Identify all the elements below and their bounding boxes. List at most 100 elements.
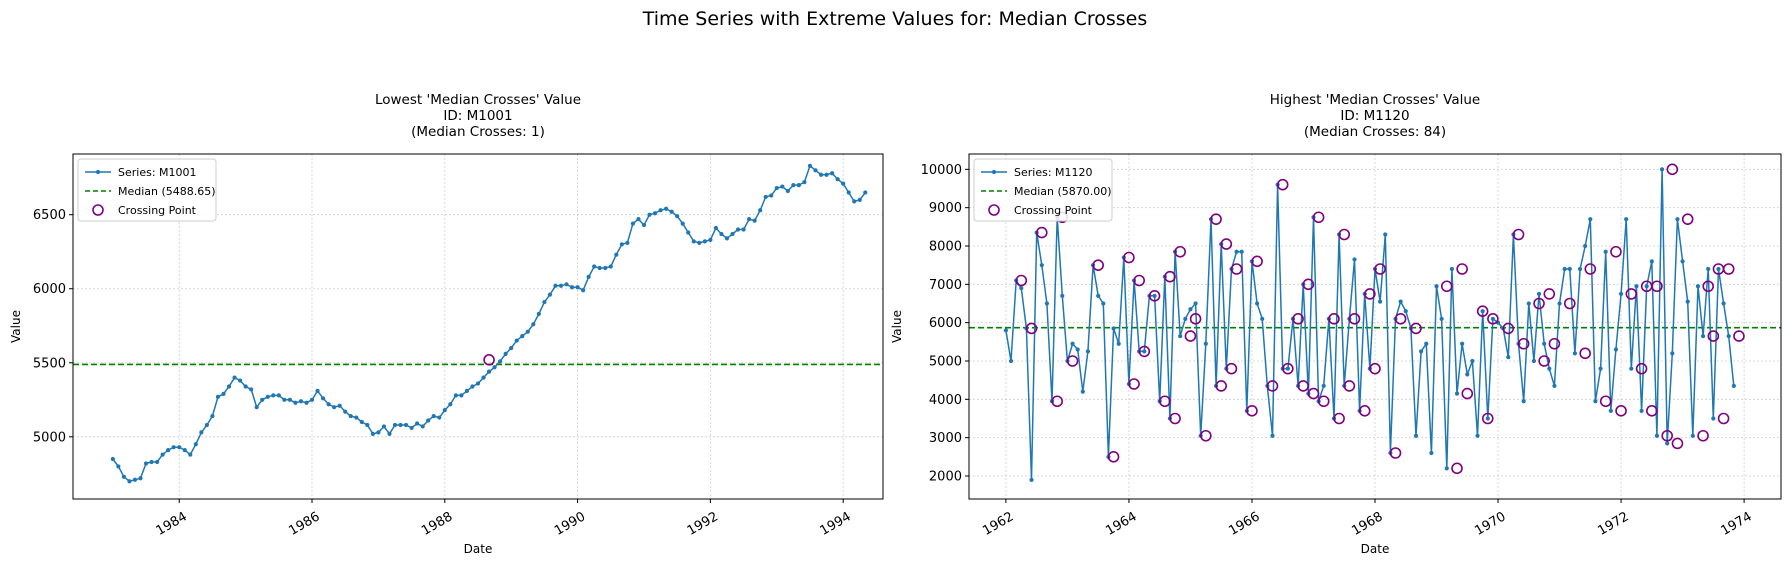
- series-point: [1547, 366, 1552, 371]
- series-point: [1101, 301, 1106, 306]
- series-point: [199, 430, 204, 435]
- series-line: [112, 164, 866, 483]
- crossing-point-marker: [1251, 255, 1263, 268]
- series-point: [846, 190, 851, 195]
- series-point: [370, 431, 375, 436]
- crossing-point-marker: [1702, 280, 1715, 293]
- series-point: [182, 448, 187, 453]
- series-point: [431, 413, 436, 419]
- series-point: [1685, 299, 1690, 304]
- crossing-point-marker: [1697, 429, 1709, 442]
- y-axis-label: Value: [890, 310, 904, 343]
- crossing-point-marker: [1159, 395, 1171, 408]
- series-point: [1419, 349, 1424, 354]
- crossing-point-marker: [1215, 380, 1228, 392]
- crossing-point-marker: [1481, 412, 1494, 425]
- crossing-point-marker: [1297, 380, 1310, 392]
- plot-frame: [72, 153, 884, 500]
- series-point: [243, 384, 248, 389]
- series-point: [1711, 416, 1716, 421]
- series-point: [160, 452, 165, 457]
- crossing-point-marker: [483, 354, 495, 366]
- series-point: [121, 474, 127, 479]
- series-point: [315, 388, 320, 394]
- crossing-point-marker: [1456, 263, 1468, 275]
- series-point: [127, 479, 132, 484]
- crossing-point-marker: [1133, 274, 1145, 287]
- crossing-point-marker: [1348, 313, 1361, 325]
- series-point: [1670, 351, 1675, 356]
- series-point: [1654, 433, 1660, 438]
- series-point: [1531, 358, 1537, 364]
- series-point: [1003, 328, 1009, 333]
- crossing-point-marker: [1722, 263, 1735, 275]
- series-point: [852, 199, 857, 204]
- series-point: [1721, 301, 1726, 306]
- crossing-point-marker: [1307, 387, 1320, 400]
- legend-crossing-swatch: [988, 204, 1000, 216]
- series-point: [1152, 293, 1157, 298]
- crossing-point-marker: [1707, 330, 1720, 342]
- legend: Series: M1001 Median (5488.65) Crossing Po…: [77, 158, 217, 222]
- x-tick-label: 1962: [980, 509, 1016, 539]
- series-point: [171, 445, 176, 450]
- crossing-point-marker: [1220, 238, 1233, 250]
- series-point: [1142, 349, 1147, 354]
- series-point: [1413, 433, 1419, 438]
- series-point: [1439, 316, 1444, 321]
- x-tick-label: 1968: [1349, 509, 1385, 539]
- y-tick-label: 3000: [929, 431, 962, 446]
- series-point: [697, 240, 702, 245]
- series-point: [1424, 341, 1429, 346]
- series-point: [1557, 301, 1562, 306]
- x-tick-label: 1988: [419, 509, 455, 539]
- crossing-point-marker: [1123, 251, 1135, 264]
- series-point: [1383, 232, 1388, 237]
- series-point: [1613, 347, 1619, 352]
- series-point: [1480, 309, 1485, 314]
- series-point: [1193, 301, 1198, 306]
- series-point: [1659, 167, 1665, 172]
- series-point: [829, 171, 835, 176]
- series-point: [1588, 217, 1593, 222]
- series-point: [603, 265, 608, 271]
- series-point: [520, 334, 525, 339]
- series-point: [287, 397, 292, 402]
- series-point: [1706, 266, 1711, 272]
- crossing-point-marker: [1266, 380, 1279, 392]
- crossing-point-marker: [1451, 462, 1463, 475]
- series-point: [237, 378, 243, 383]
- series-point: [1639, 408, 1644, 413]
- series-point: [796, 182, 802, 188]
- legend-series-swatch-point: [95, 169, 101, 175]
- series-point: [1716, 266, 1721, 272]
- series-point: [1116, 341, 1121, 346]
- series-point: [1454, 391, 1460, 396]
- series-point: [1075, 347, 1080, 352]
- series-point: [1665, 441, 1670, 446]
- series-point: [376, 430, 381, 435]
- series-point: [1583, 243, 1588, 249]
- crossing-point-marker: [1164, 270, 1176, 283]
- crossing-point-marker: [1364, 288, 1376, 300]
- series-point: [359, 419, 364, 425]
- series-point: [747, 217, 752, 222]
- legend-median-label: Median (5488.65): [118, 185, 216, 198]
- series-point: [625, 240, 630, 245]
- crossing-point-marker: [1610, 245, 1622, 258]
- series-point: [1234, 249, 1239, 254]
- crossing-point-marker: [1394, 313, 1407, 325]
- x-tick-label: 1986: [286, 509, 322, 539]
- series-point: [752, 218, 757, 223]
- y-tick-label: 7000: [929, 278, 962, 293]
- series-point: [857, 197, 862, 203]
- series-point: [1321, 383, 1326, 389]
- series-point: [492, 365, 497, 370]
- series-point: [1398, 299, 1403, 304]
- series-point: [426, 418, 431, 423]
- series-line: [1005, 169, 1735, 480]
- series-point: [1572, 351, 1578, 356]
- series-point: [1378, 299, 1383, 304]
- series-point: [1552, 383, 1557, 389]
- series-point: [1403, 309, 1408, 314]
